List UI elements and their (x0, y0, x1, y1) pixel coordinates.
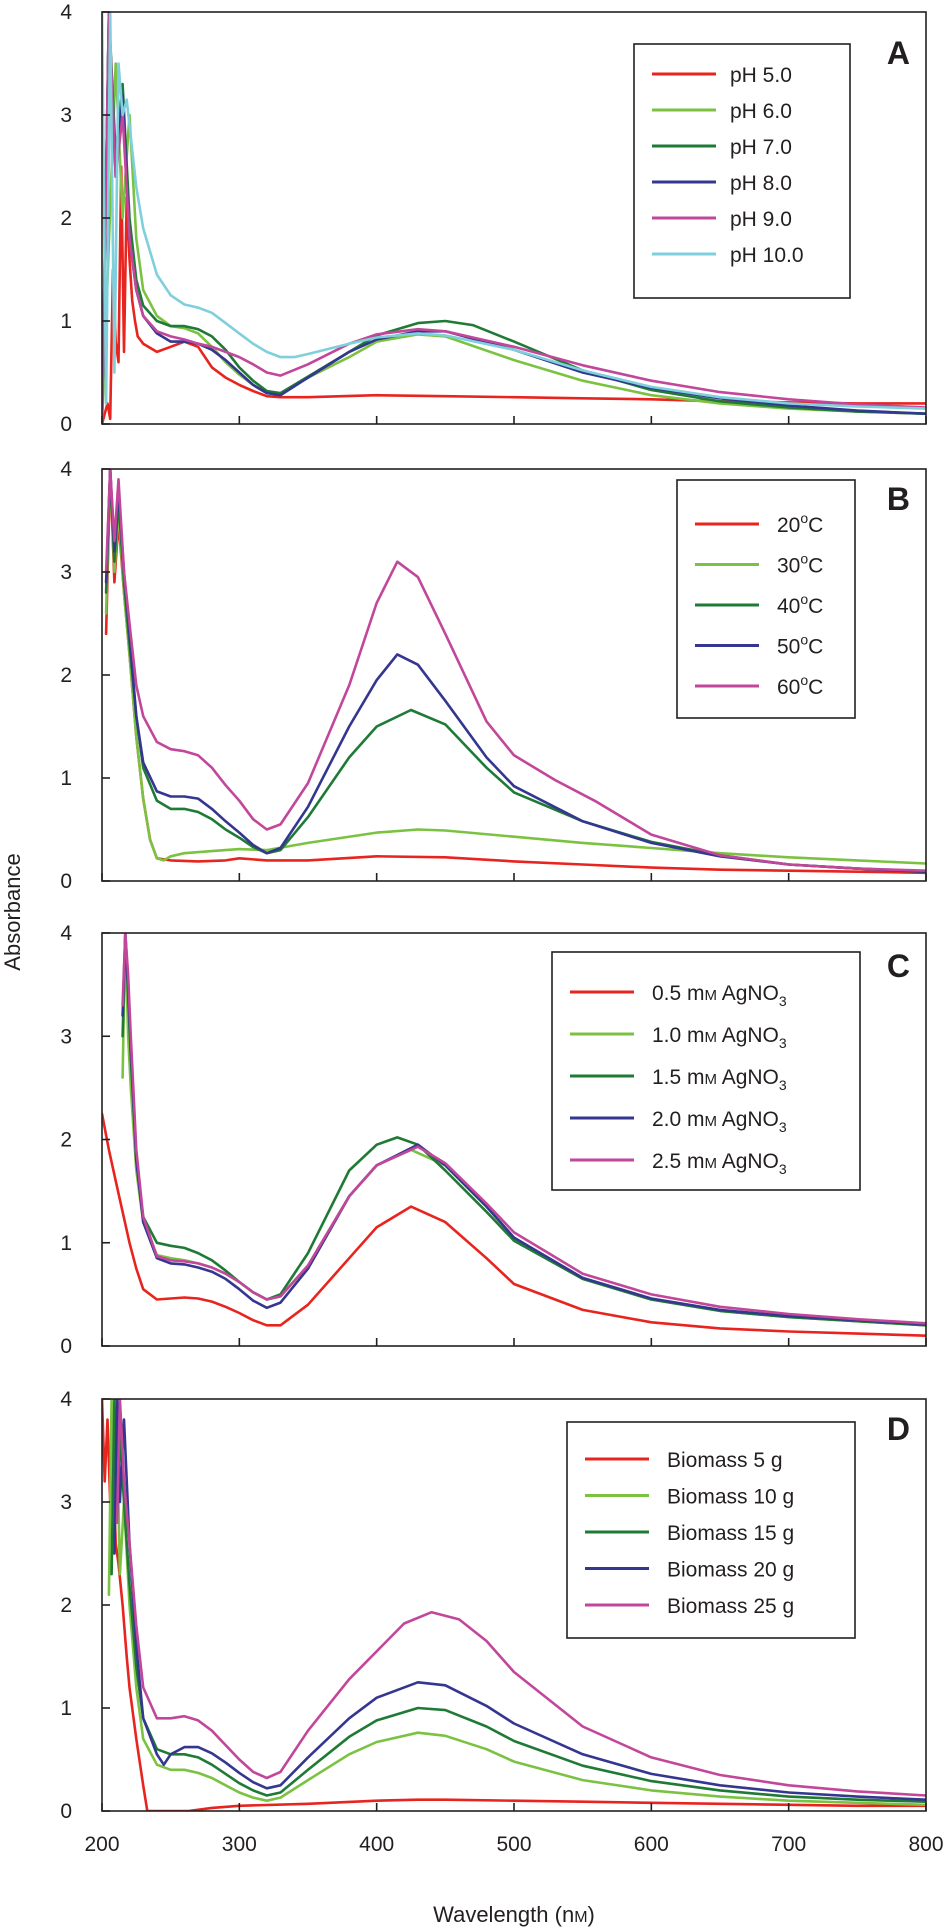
legend-box (676, 479, 856, 719)
legend-label: pH 10.0 (730, 244, 804, 267)
y-tick-label: 0 (60, 413, 72, 436)
legend-label: Biomass 20 g (667, 1559, 794, 1582)
x-tick-label: 500 (496, 1833, 531, 1856)
series-line-A-5 (102, 12, 926, 424)
y-tick-label: 1 (60, 310, 72, 333)
series-line-A-6 (102, 12, 926, 410)
y-tick-label: 4 (60, 1388, 72, 1411)
series-group (102, 1399, 926, 1811)
y-tick-label: 4 (60, 922, 72, 945)
panel-C: 0 1 2 3 4 C 0.5 mM AgNO3 1.0 mM AgNO3 1.5 mM AgN… (60, 922, 927, 1358)
legend-box (633, 43, 851, 299)
panel-letter-B: B (887, 481, 910, 517)
series-line-D-5 (115, 1399, 926, 1797)
panel-A: 0 1 2 3 4 ApH 5.0 pH 6.0 pH 7.0 pH 8.0 pH 9.0 pH 1… (60, 1, 927, 436)
legend-label: pH 9.0 (730, 208, 792, 231)
legend-label: pH 6.0 (730, 100, 792, 123)
x-tick-label: 400 (359, 1833, 394, 1856)
y-tick-label: 2 (60, 1129, 72, 1152)
panel-B: 0 1 2 3 4 B 20oC 30oC 40oC 50oC 60oC (60, 458, 927, 893)
legend-label: 30oC (777, 551, 823, 578)
x-tick-label: 800 (908, 1833, 943, 1856)
y-tick-label: 0 (60, 870, 72, 893)
series-line-D-4 (113, 1399, 926, 1801)
x-tick-label: 200 (84, 1833, 119, 1856)
y-tick-label: 3 (60, 561, 72, 584)
y-tick-label: 0 (60, 1800, 72, 1823)
series-group (102, 933, 926, 1337)
panel-letter-C: C (887, 948, 910, 984)
series-group (104, 469, 926, 875)
series-group (102, 12, 926, 424)
panel-letter-A: A (887, 35, 910, 71)
legend-label: pH 7.0 (730, 136, 792, 159)
legend-label: 50oC (777, 632, 823, 659)
y-tick-label: 4 (60, 1, 72, 24)
series-line-D-3 (110, 1399, 926, 1803)
y-tick-label: 1 (60, 767, 72, 790)
legend-label: 1.0 mM AgNO3 (652, 1024, 787, 1051)
x-tick-label: 700 (771, 1833, 806, 1856)
legend-C: 0.5 mM AgNO3 1.0 mM AgNO3 1.5 mM AgNO3 2.0 … (551, 951, 861, 1191)
legend-label: pH 5.0 (730, 64, 792, 87)
legend-label: 2.5 mM AgNO3 (652, 1150, 787, 1177)
legend-label: Biomass 25 g (667, 1595, 794, 1618)
legend-label: Biomass 15 g (667, 1522, 794, 1545)
legend-label: 2.0 mM AgNO3 (652, 1108, 787, 1135)
y-tick-label: 0 (60, 1335, 72, 1358)
legend-label: 1.5 mM AgNO3 (652, 1066, 787, 1093)
legend-B: 20oC 30oC 40oC 50oC 60oC (676, 479, 856, 719)
legend-label: 20oC (777, 510, 823, 537)
legend-label: Biomass 10 g (667, 1486, 794, 1509)
legend-label: 60oC (777, 672, 823, 699)
legend-D: Biomass 5 g Biomass 10 g Biomass 15 g Bioma… (566, 1421, 856, 1639)
legend-A: pH 5.0 pH 6.0 pH 7.0 pH 8.0 pH 9.0 pH 10.0 (633, 43, 851, 299)
panel-letter-D: D (887, 1411, 910, 1447)
y-tick-label: 3 (60, 1491, 72, 1514)
y-tick-label: 1 (60, 1232, 72, 1255)
y-tick-label: 2 (60, 664, 72, 687)
legend-label: 40oC (777, 591, 823, 618)
legend-label: Biomass 5 g (667, 1449, 783, 1472)
y-tick-label: 1 (60, 1697, 72, 1720)
y-tick-label: 2 (60, 1594, 72, 1617)
legend-label: 0.5 mM AgNO3 (652, 982, 787, 1009)
y-tick-label: 2 (60, 207, 72, 230)
x-tick-label: 600 (634, 1833, 669, 1856)
y-tick-label: 4 (60, 458, 72, 481)
y-tick-label: 3 (60, 104, 72, 127)
series-line-C-1 (102, 1112, 926, 1337)
series-line-C-5 (121, 933, 926, 1325)
x-axis-title: Wavelength (nM) (433, 1902, 595, 1927)
x-tick-label: 300 (222, 1833, 257, 1856)
y-tick-label: 3 (60, 1025, 72, 1048)
series-line-B-5 (104, 469, 926, 872)
y-axis-title: Absorbance (0, 853, 25, 970)
legend-label: pH 8.0 (730, 172, 792, 195)
series-line-B-4 (104, 469, 926, 873)
series-line-A-1 (102, 165, 926, 424)
